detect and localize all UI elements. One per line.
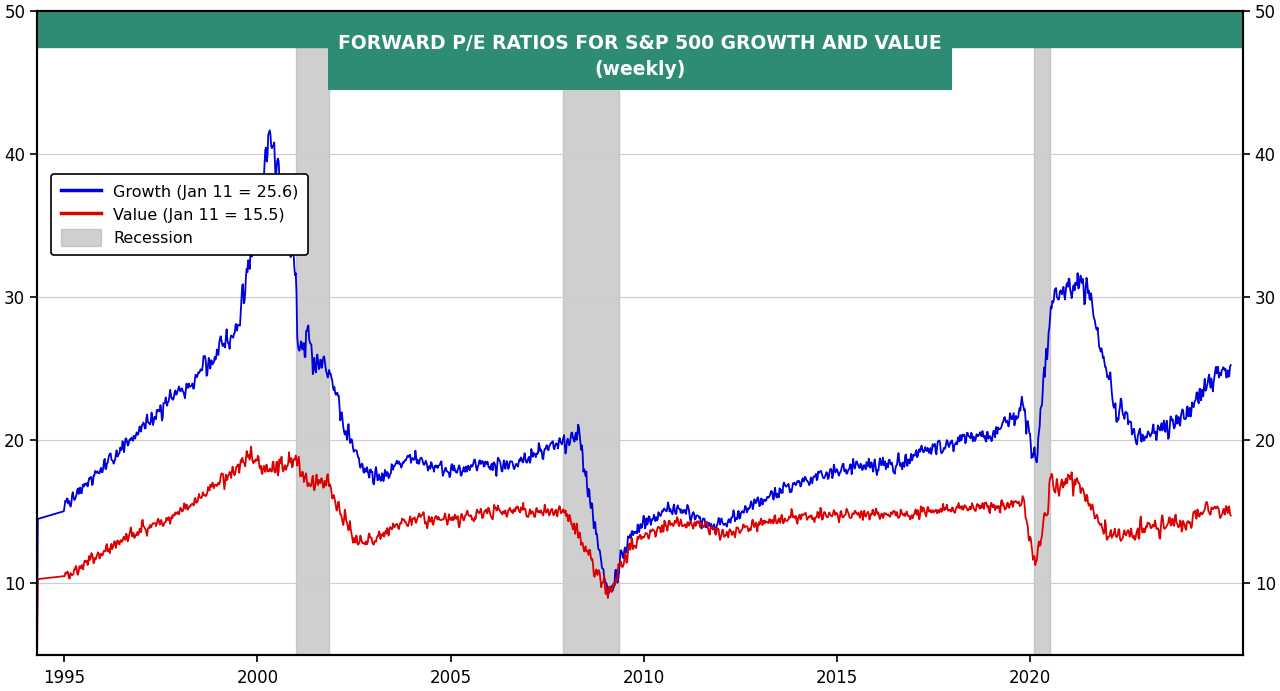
Bar: [296, 11, 329, 655]
Bar: [1034, 11, 1050, 655]
Bar: [563, 11, 618, 655]
Text: FORWARD P/E RATIOS FOR S&P 500 GROWTH AND VALUE
(weekly): FORWARD P/E RATIOS FOR S&P 500 GROWTH AN…: [338, 34, 942, 79]
Legend: Growth (Jan 11 = 25.6), Value (Jan 11 = 15.5), Recession: Growth (Jan 11 = 25.6), Value (Jan 11 = …: [51, 173, 308, 256]
